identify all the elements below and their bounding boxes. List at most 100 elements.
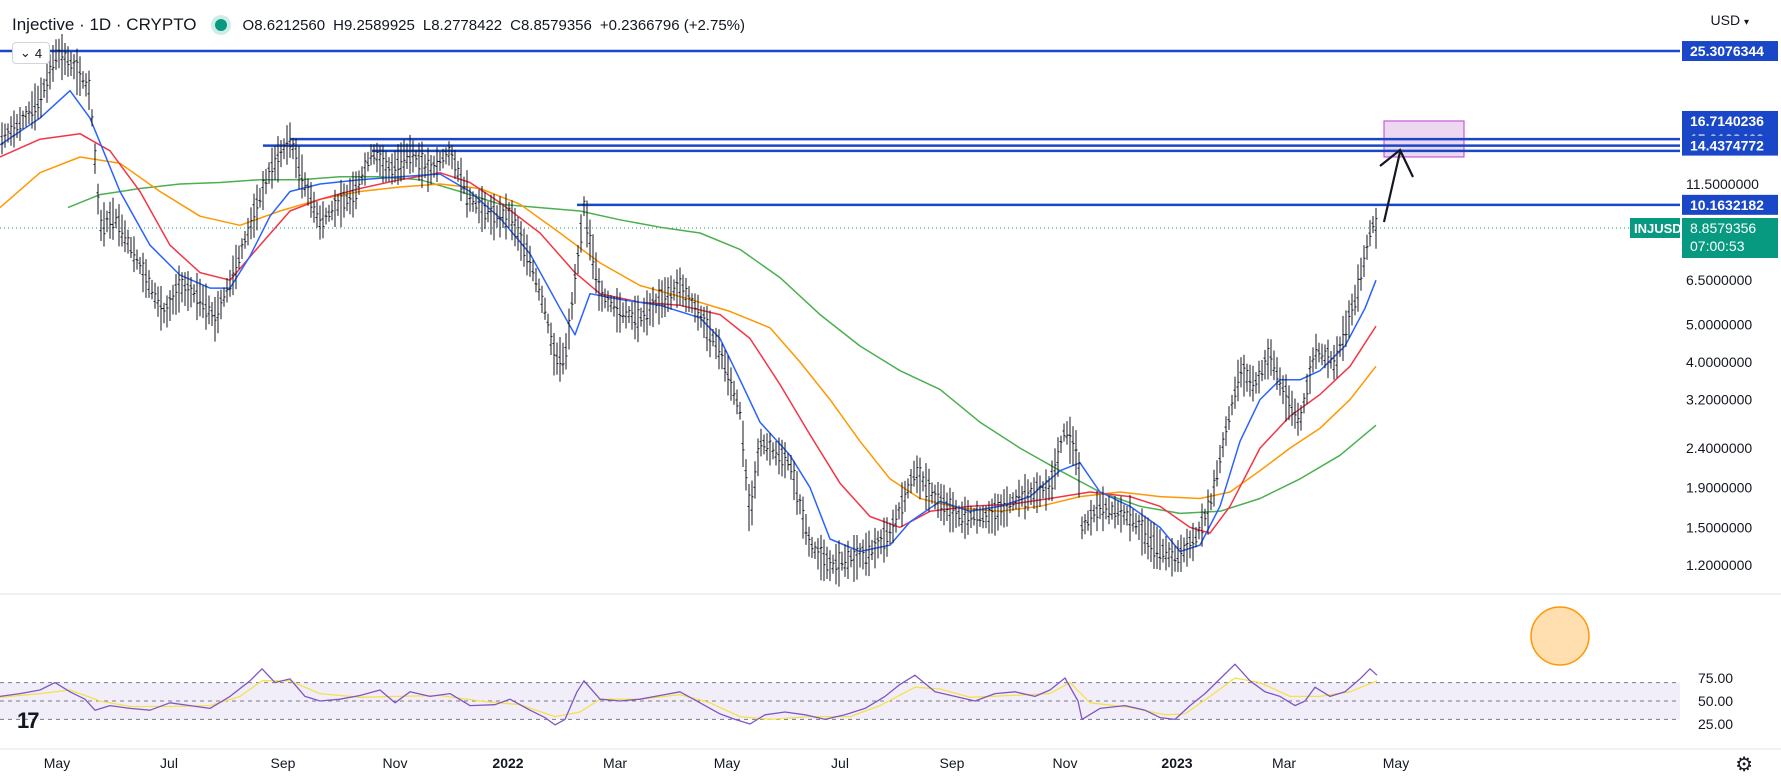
price-bar: [387, 157, 391, 182]
price-bar: [162, 302, 166, 324]
price-bar: [171, 284, 175, 315]
price-bar: [141, 252, 145, 293]
price-bar: [1116, 500, 1120, 526]
ma-mid-line: [0, 132, 1377, 534]
gear-icon[interactable]: ⚙: [1735, 754, 1753, 776]
price-bar: [1320, 343, 1324, 366]
price-bar: [1137, 514, 1141, 540]
price-bar: [774, 440, 778, 466]
price-bar: [954, 499, 958, 528]
price-bar: [1194, 526, 1198, 548]
price-bar: [1155, 526, 1159, 569]
price-bar: [36, 85, 40, 120]
price-bar: [228, 269, 232, 297]
price-bar: [402, 139, 406, 180]
price-bar: [399, 142, 403, 182]
price-bar: [690, 293, 694, 314]
price-bar: [1173, 545, 1177, 572]
price-bar: [825, 546, 829, 580]
price-bar: [1122, 504, 1126, 525]
price-bar: [540, 285, 544, 313]
price-bar: [108, 201, 112, 239]
price-bar: [621, 302, 625, 324]
price-bar: [1029, 482, 1033, 506]
price-bar: [915, 455, 919, 494]
price-bar: [846, 540, 850, 579]
price-bar: [63, 42, 67, 75]
price-tick-label: 3.2000000: [1686, 392, 1752, 408]
price-bar: [315, 201, 319, 228]
price-bar: [1104, 497, 1108, 520]
price-bar: [1230, 394, 1234, 416]
price-bar: [447, 141, 451, 166]
price-bar: [1140, 508, 1144, 556]
price-bar: [741, 420, 745, 468]
time-tick-label: Mar: [1272, 755, 1296, 771]
price-bar: [57, 38, 61, 69]
price-bar: [1266, 338, 1270, 380]
price-bar: [582, 196, 586, 217]
price-bar: [534, 268, 538, 293]
price-bar: [957, 505, 961, 527]
symbol-title[interactable]: Injective · 1D · CRYPTO: [12, 15, 197, 34]
price-bar: [300, 154, 304, 199]
indicators-toggle-button[interactable]: ⌄ 4: [12, 42, 50, 64]
price-bar: [1068, 416, 1072, 464]
price-bar: [1041, 481, 1045, 499]
price-bar: [627, 306, 631, 324]
price-bar: [702, 306, 706, 338]
price-bar: [216, 290, 220, 334]
price-bar: [174, 273, 178, 315]
currency-selector[interactable]: USD ▾: [1711, 12, 1749, 28]
price-bar: [828, 550, 832, 582]
price-bar: [1167, 542, 1171, 568]
price-bar: [756, 438, 760, 477]
price-bar: [942, 484, 946, 526]
price-bar: [117, 204, 121, 247]
time-tick-label: 2022: [492, 755, 523, 771]
price-bar: [186, 271, 190, 311]
ma-long-line: [67, 176, 1377, 515]
price-bar: [345, 184, 349, 212]
price-bar: [1323, 344, 1327, 369]
price-bar: [342, 183, 346, 218]
price-bar: [456, 160, 460, 182]
price-bar: [804, 513, 808, 545]
price-bar: [816, 538, 820, 570]
time-tick-label: May: [44, 755, 70, 771]
price-bar: [990, 498, 994, 534]
price-bar: [1299, 405, 1303, 431]
price-bar: [318, 205, 322, 240]
price-bar: [126, 229, 130, 254]
price-bar: [561, 342, 565, 375]
price-bar: [411, 140, 415, 173]
price-bar: [213, 296, 217, 342]
price-bar: [1026, 479, 1030, 511]
price-bar: [660, 280, 664, 318]
price-bar: [504, 193, 508, 240]
price-bar: [600, 280, 604, 312]
price-bar: [909, 468, 913, 494]
price-bar: [795, 471, 799, 515]
price-bar: [849, 548, 853, 568]
price-bar: [630, 301, 634, 330]
high-value: H9.2589925: [333, 16, 415, 34]
tradingview-logo-icon[interactable]: 17: [17, 708, 40, 733]
price-bar: [999, 494, 1003, 526]
price-bar: [1146, 517, 1150, 560]
level-label-text: 10.1632182: [1690, 197, 1764, 213]
price-bar: [381, 145, 385, 183]
price-bar: [1368, 220, 1372, 247]
price-bar: [681, 274, 685, 307]
price-bar: [765, 433, 769, 461]
price-bar: [567, 308, 571, 350]
price-bar: [768, 432, 772, 466]
price-bar: [3, 123, 7, 148]
price-bar: [360, 166, 364, 185]
price-bar: [1149, 521, 1153, 562]
price-bar: [93, 143, 97, 174]
price-bar: [1113, 495, 1117, 529]
price-bar: [219, 289, 223, 320]
time-tick-label: Jul: [160, 755, 178, 771]
